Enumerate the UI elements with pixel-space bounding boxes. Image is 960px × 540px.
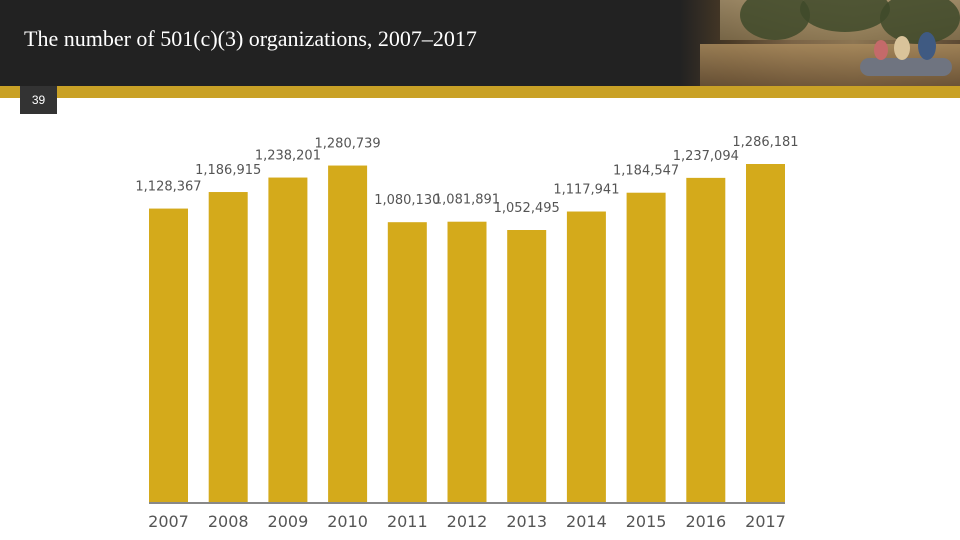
accent-rule	[0, 86, 960, 98]
data-label: 1,052,495	[494, 201, 560, 216]
bar-2012	[447, 221, 487, 502]
data-label: 1,117,941	[553, 183, 619, 198]
bar-2013	[507, 230, 547, 502]
bar-2014	[566, 211, 606, 503]
slide-number: 39	[20, 86, 57, 114]
bar-2007	[149, 208, 188, 502]
x-tick-label: 2008	[208, 512, 249, 531]
data-label: 1,128,367	[135, 180, 201, 195]
data-label: 1,080,130	[374, 193, 440, 208]
bar-2009	[268, 177, 308, 502]
bar-2017	[746, 164, 785, 502]
bar-2016	[686, 177, 726, 502]
header-photo	[680, 0, 960, 86]
data-label: 1,280,739	[315, 137, 381, 152]
data-label: 1,237,094	[673, 149, 739, 164]
data-label: 1,186,915	[195, 163, 261, 178]
bar-2008	[208, 192, 248, 503]
x-tick-label: 2013	[506, 512, 547, 531]
bar-2015	[626, 192, 666, 502]
page-title: The number of 501(c)(3) organizations, 2…	[24, 26, 477, 51]
x-tick-label: 2010	[327, 512, 368, 531]
x-tick-label: 2016	[685, 512, 726, 531]
data-label: 1,238,201	[255, 149, 321, 164]
x-tick-label: 2012	[447, 512, 488, 531]
bar-2011	[387, 222, 427, 502]
bar-2010	[328, 165, 368, 502]
x-tick-label: 2007	[148, 512, 189, 531]
x-tick-label: 2017	[745, 512, 786, 531]
header-bar: The number of 501(c)(3) organizations, 2…	[0, 0, 960, 86]
x-tick-label: 2011	[387, 512, 428, 531]
x-tick-label: 2014	[566, 512, 607, 531]
data-label: 1,081,891	[434, 193, 500, 208]
data-label: 1,286,181	[732, 135, 798, 150]
x-tick-label: 2015	[626, 512, 667, 531]
x-tick-label: 2009	[268, 512, 309, 531]
data-label: 1,184,547	[613, 164, 679, 179]
